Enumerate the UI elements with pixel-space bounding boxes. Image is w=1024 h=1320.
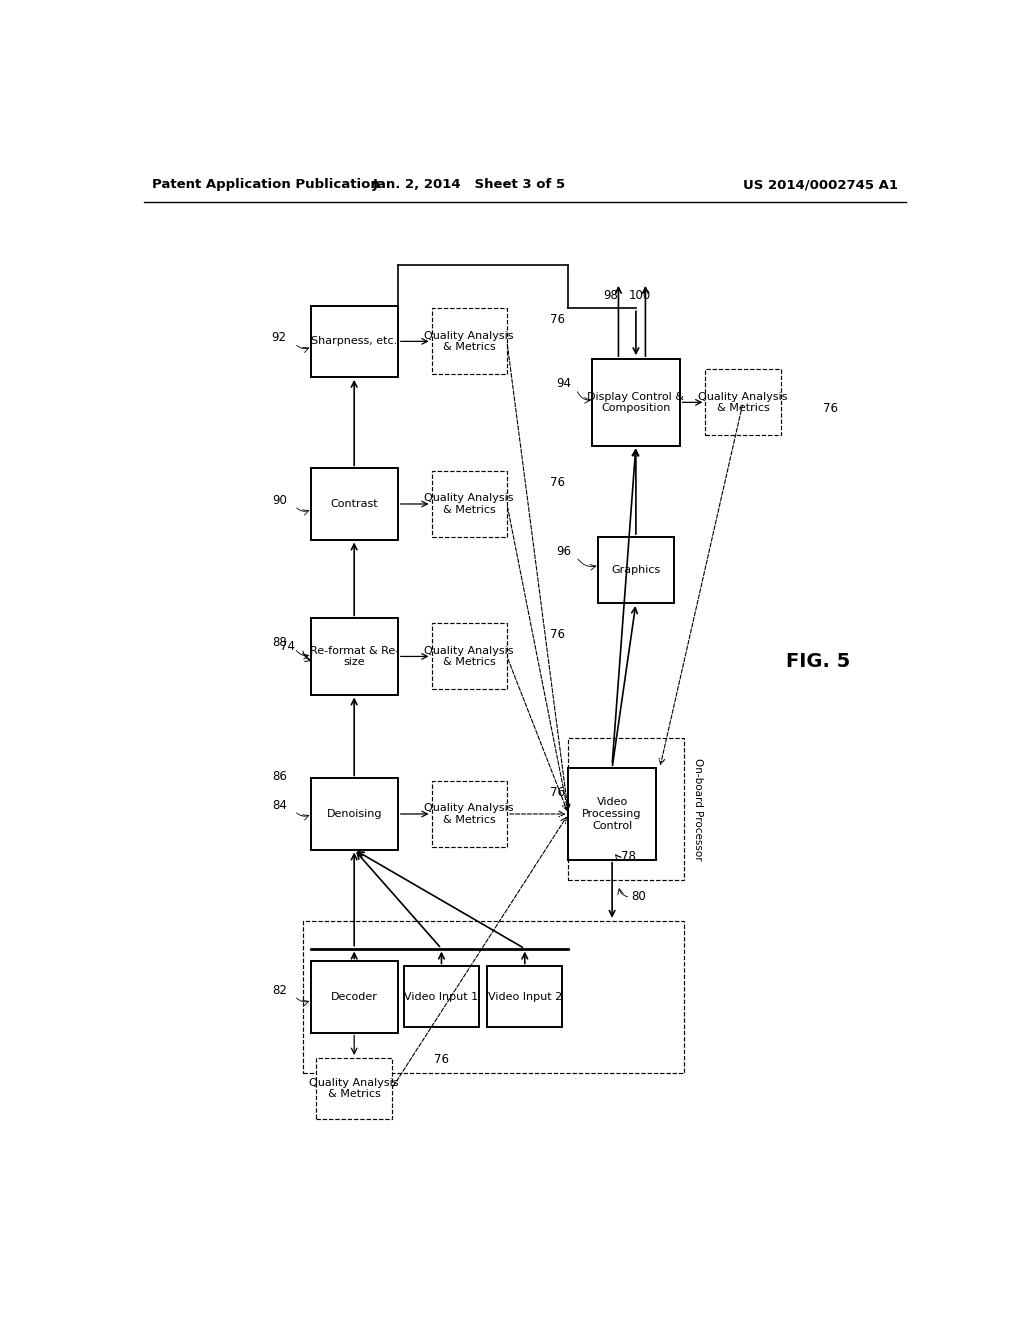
FancyBboxPatch shape bbox=[403, 966, 479, 1027]
Text: 80: 80 bbox=[631, 891, 646, 903]
FancyBboxPatch shape bbox=[310, 469, 397, 540]
Text: Contrast: Contrast bbox=[331, 499, 378, 510]
Text: Quality Analysis
& Metrics: Quality Analysis & Metrics bbox=[425, 494, 514, 515]
Text: 74: 74 bbox=[280, 640, 295, 653]
FancyBboxPatch shape bbox=[310, 306, 397, 378]
Text: Quality Analysis
& Metrics: Quality Analysis & Metrics bbox=[425, 645, 514, 667]
FancyBboxPatch shape bbox=[487, 966, 562, 1027]
FancyBboxPatch shape bbox=[316, 1057, 392, 1119]
Text: Quality Analysis
& Metrics: Quality Analysis & Metrics bbox=[425, 803, 514, 825]
FancyBboxPatch shape bbox=[431, 623, 507, 689]
Text: 98: 98 bbox=[603, 289, 617, 302]
Text: 92: 92 bbox=[271, 331, 287, 345]
Text: 86: 86 bbox=[271, 771, 287, 784]
FancyBboxPatch shape bbox=[568, 768, 655, 859]
Text: Quality Analysis
& Metrics: Quality Analysis & Metrics bbox=[309, 1077, 399, 1100]
Text: Video Input 1: Video Input 1 bbox=[404, 991, 478, 1002]
Text: US 2014/0002745 A1: US 2014/0002745 A1 bbox=[742, 178, 898, 191]
Text: 88: 88 bbox=[272, 636, 287, 649]
Text: Re-format & Re-
size: Re-format & Re- size bbox=[309, 645, 398, 667]
Text: FIG. 5: FIG. 5 bbox=[786, 652, 851, 671]
FancyBboxPatch shape bbox=[568, 738, 684, 880]
Text: 100: 100 bbox=[629, 289, 651, 302]
FancyBboxPatch shape bbox=[310, 961, 397, 1032]
Text: Decoder: Decoder bbox=[331, 991, 378, 1002]
Text: Denoising: Denoising bbox=[327, 809, 382, 818]
Text: Display Control &
Composition: Display Control & Composition bbox=[588, 392, 684, 413]
Text: 90: 90 bbox=[271, 494, 287, 507]
Text: 76: 76 bbox=[550, 313, 565, 326]
Text: Video Input 2: Video Input 2 bbox=[487, 991, 562, 1002]
FancyBboxPatch shape bbox=[592, 359, 680, 446]
Text: 76: 76 bbox=[550, 785, 565, 799]
Text: 84: 84 bbox=[271, 799, 287, 812]
Text: 76: 76 bbox=[823, 403, 839, 416]
FancyBboxPatch shape bbox=[431, 309, 507, 375]
FancyBboxPatch shape bbox=[598, 537, 674, 603]
Text: 76: 76 bbox=[550, 628, 565, 642]
Text: Video
Processing
Control: Video Processing Control bbox=[583, 797, 642, 830]
FancyBboxPatch shape bbox=[310, 779, 397, 850]
Text: 94: 94 bbox=[556, 378, 570, 391]
Text: On-board Processor: On-board Processor bbox=[693, 758, 703, 861]
Text: Graphics: Graphics bbox=[611, 565, 660, 576]
Text: Patent Application Publication: Patent Application Publication bbox=[152, 178, 380, 191]
Text: Quality Analysis
& Metrics: Quality Analysis & Metrics bbox=[425, 330, 514, 352]
Text: 82: 82 bbox=[271, 983, 287, 997]
FancyBboxPatch shape bbox=[310, 618, 397, 694]
Text: 78: 78 bbox=[621, 850, 636, 863]
Text: Quality Analysis
& Metrics: Quality Analysis & Metrics bbox=[698, 392, 787, 413]
Text: 96: 96 bbox=[556, 545, 570, 558]
Text: 76: 76 bbox=[550, 475, 565, 488]
FancyBboxPatch shape bbox=[303, 921, 684, 1073]
Text: Sharpness, etc.: Sharpness, etc. bbox=[311, 337, 397, 346]
FancyBboxPatch shape bbox=[431, 471, 507, 537]
FancyBboxPatch shape bbox=[431, 781, 507, 847]
FancyBboxPatch shape bbox=[706, 370, 780, 436]
Text: 76: 76 bbox=[433, 1053, 449, 1067]
Text: Jan. 2, 2014   Sheet 3 of 5: Jan. 2, 2014 Sheet 3 of 5 bbox=[373, 178, 566, 191]
